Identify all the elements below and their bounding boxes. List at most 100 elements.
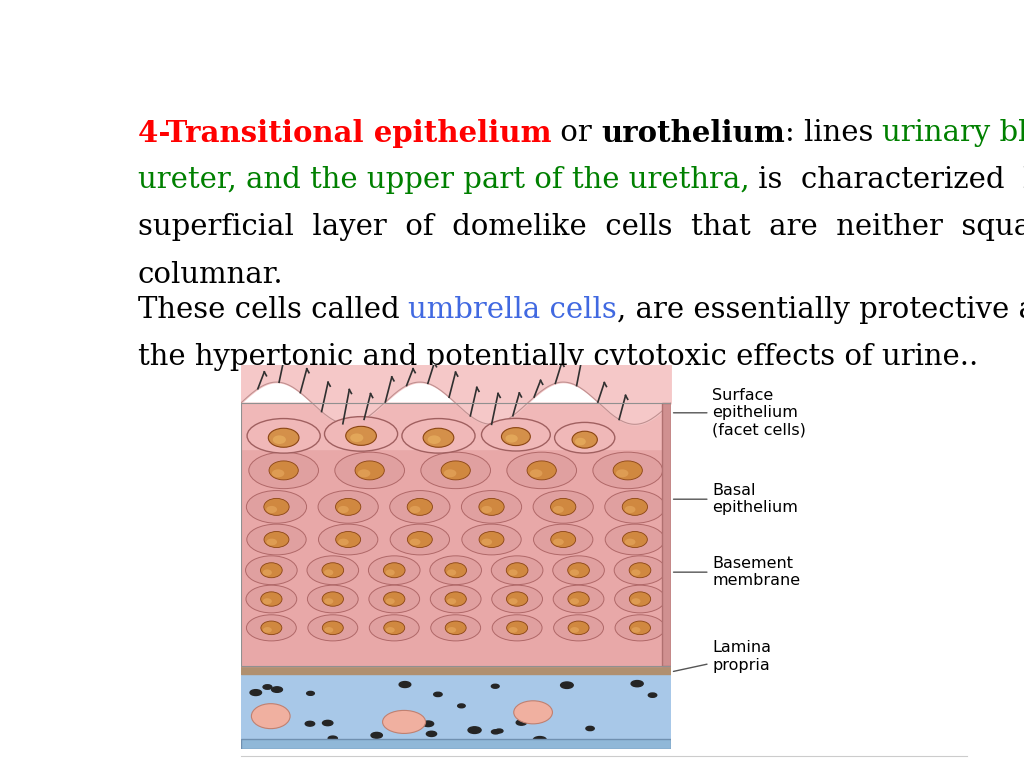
Ellipse shape: [492, 684, 499, 688]
Ellipse shape: [338, 506, 349, 513]
Polygon shape: [241, 739, 671, 749]
Ellipse shape: [346, 426, 377, 445]
Ellipse shape: [272, 435, 286, 444]
Ellipse shape: [553, 556, 604, 584]
Ellipse shape: [357, 469, 371, 478]
Text: 4-Transitional epithelium: 4-Transitional epithelium: [137, 119, 551, 147]
Ellipse shape: [307, 556, 358, 584]
Ellipse shape: [493, 614, 542, 641]
Ellipse shape: [445, 592, 466, 606]
Ellipse shape: [614, 556, 666, 584]
Ellipse shape: [338, 538, 349, 545]
Ellipse shape: [423, 429, 454, 447]
Ellipse shape: [534, 524, 593, 554]
Ellipse shape: [266, 538, 278, 545]
Ellipse shape: [492, 585, 543, 613]
Ellipse shape: [264, 531, 289, 548]
Ellipse shape: [605, 491, 665, 523]
Ellipse shape: [336, 498, 360, 515]
Ellipse shape: [410, 506, 421, 513]
Ellipse shape: [614, 585, 666, 613]
Ellipse shape: [570, 598, 579, 604]
Text: Basal
epithelium: Basal epithelium: [674, 483, 799, 515]
Ellipse shape: [247, 419, 321, 453]
Ellipse shape: [385, 569, 395, 576]
Ellipse shape: [350, 433, 364, 442]
Ellipse shape: [506, 563, 528, 578]
Ellipse shape: [605, 524, 665, 554]
Ellipse shape: [527, 461, 556, 480]
Ellipse shape: [383, 563, 406, 578]
Ellipse shape: [560, 682, 573, 688]
Ellipse shape: [262, 569, 272, 576]
Ellipse shape: [631, 680, 643, 687]
Ellipse shape: [263, 627, 271, 633]
Ellipse shape: [479, 531, 504, 548]
Ellipse shape: [325, 598, 333, 604]
Ellipse shape: [569, 569, 580, 576]
Text: Surface
epithelium
(facet cells): Surface epithelium (facet cells): [674, 388, 806, 438]
Bar: [241, 664, 671, 674]
Ellipse shape: [266, 506, 278, 513]
Text: : lines: : lines: [784, 119, 883, 147]
Ellipse shape: [426, 731, 436, 737]
Bar: [241, 672, 671, 749]
Ellipse shape: [249, 452, 318, 488]
Ellipse shape: [305, 721, 314, 726]
Ellipse shape: [551, 531, 575, 548]
Ellipse shape: [509, 627, 517, 633]
Ellipse shape: [386, 598, 394, 604]
Ellipse shape: [615, 614, 665, 641]
Ellipse shape: [269, 461, 298, 480]
Ellipse shape: [247, 614, 296, 641]
Ellipse shape: [462, 524, 521, 554]
Ellipse shape: [264, 498, 289, 515]
Ellipse shape: [268, 429, 299, 447]
Ellipse shape: [336, 531, 360, 548]
Ellipse shape: [553, 506, 564, 513]
Ellipse shape: [593, 452, 663, 488]
Polygon shape: [663, 403, 671, 666]
Ellipse shape: [401, 419, 475, 453]
Ellipse shape: [392, 722, 403, 727]
Ellipse shape: [247, 524, 306, 554]
Ellipse shape: [328, 736, 337, 741]
Ellipse shape: [630, 621, 650, 634]
Ellipse shape: [308, 614, 357, 641]
Ellipse shape: [481, 506, 493, 513]
Ellipse shape: [507, 452, 577, 488]
Ellipse shape: [506, 435, 518, 442]
Text: Basement
membrane: Basement membrane: [674, 556, 801, 588]
Ellipse shape: [568, 621, 589, 634]
Text: urinary bladder,: urinary bladder,: [883, 119, 1024, 147]
Ellipse shape: [410, 538, 421, 545]
Ellipse shape: [335, 452, 404, 488]
Ellipse shape: [325, 416, 397, 451]
Ellipse shape: [570, 627, 579, 633]
Ellipse shape: [529, 469, 543, 478]
Ellipse shape: [631, 569, 641, 576]
Ellipse shape: [509, 598, 517, 604]
Ellipse shape: [408, 531, 432, 548]
Ellipse shape: [371, 733, 382, 738]
Text: These cells called: These cells called: [137, 296, 409, 324]
Ellipse shape: [323, 592, 343, 606]
Ellipse shape: [586, 727, 594, 730]
Ellipse shape: [468, 727, 481, 733]
Ellipse shape: [271, 469, 285, 478]
Ellipse shape: [384, 592, 404, 606]
Ellipse shape: [555, 422, 614, 453]
Ellipse shape: [458, 704, 465, 708]
Ellipse shape: [625, 506, 636, 513]
Ellipse shape: [261, 621, 282, 634]
Ellipse shape: [568, 592, 589, 606]
Ellipse shape: [444, 563, 467, 578]
Ellipse shape: [492, 556, 543, 584]
Text: or: or: [551, 119, 601, 147]
Ellipse shape: [575, 438, 586, 445]
Ellipse shape: [572, 432, 597, 448]
Ellipse shape: [323, 621, 343, 634]
Text: superficial  layer  of  domelike  cells  that  are  neither  squamous  nor: superficial layer of domelike cells that…: [137, 214, 1024, 241]
Ellipse shape: [386, 627, 394, 633]
Ellipse shape: [390, 524, 450, 554]
